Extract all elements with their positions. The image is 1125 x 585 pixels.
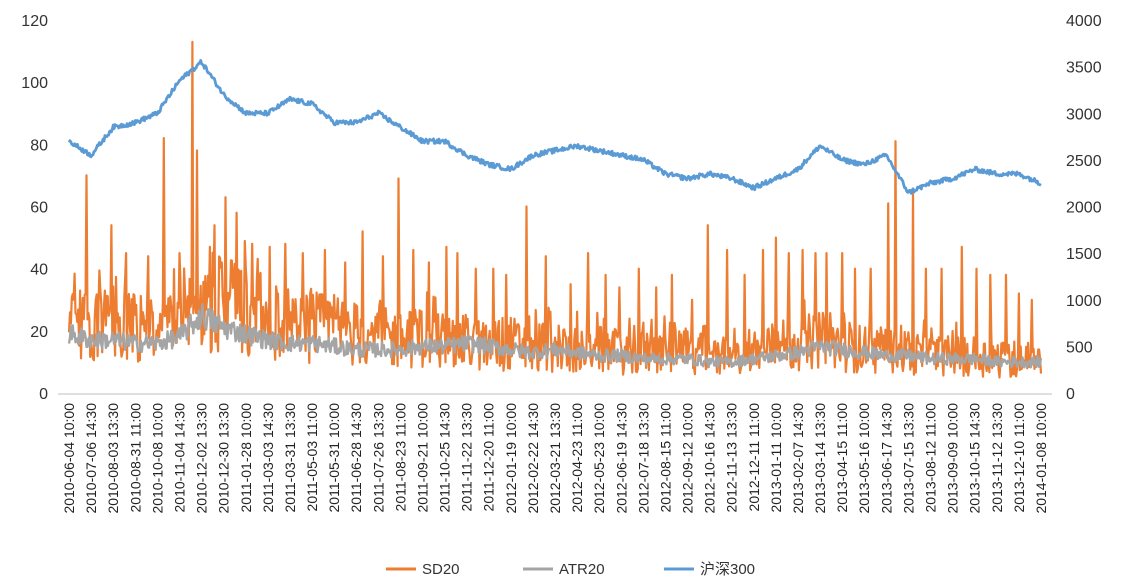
y-left-tick-label: 120 <box>21 13 48 30</box>
x-tick-label: 2013-03-14 13:30 <box>812 403 828 514</box>
y-right-tick-label: 4000 <box>1066 13 1102 30</box>
x-tick-label: 2011-10-25 14:30 <box>437 403 453 513</box>
x-tick-label: 2011-08-23 11:00 <box>392 403 408 512</box>
x-tick-label: 2013-08-12 11:00 <box>923 403 939 513</box>
x-tick-label: 2012-03-21 13:30 <box>547 403 563 514</box>
x-tick-label: 2010-07-06 14:30 <box>83 403 99 514</box>
x-tick-label: 2012-06-19 14:30 <box>613 403 629 514</box>
x-tick-label: 2011-09-21 10:00 <box>414 403 430 513</box>
x-tick-label: 2011-01-28 10:00 <box>238 403 254 513</box>
x-axis: 2010-06-04 10:00 2010-07-06 14:30 2010-08-… <box>61 403 1049 514</box>
x-tick-label: 2012-02-22 14:30 <box>525 403 541 514</box>
x-tick-label: 2011-11-22 13:30 <box>459 403 475 512</box>
x-tick-label: 2011-12-20 11:00 <box>481 403 497 512</box>
x-tick-label: 2013-01-11 10:00 <box>768 403 784 513</box>
x-tick-label: 2011-05-31 10:00 <box>326 403 342 513</box>
y-left-tick-label: 80 <box>30 137 48 154</box>
y-left-tick-label: 100 <box>21 75 48 92</box>
x-tick-label: 2012-11-13 13:30 <box>724 403 740 513</box>
right-y-axis: 0 500 1000 1500 2000 2500 3000 3500 4000 <box>1066 13 1102 403</box>
x-tick-label: 2012-01-19 10:00 <box>503 403 519 514</box>
x-tick-label: 2013-07-15 13:30 <box>900 403 916 514</box>
series-line-hs300 <box>67 59 1042 195</box>
x-tick-label: 2013-05-16 10:00 <box>856 403 872 514</box>
x-tick-label: 2012-08-15 11:00 <box>657 403 673 513</box>
series-line-atr20 <box>67 303 1043 369</box>
x-tick-label: 2011-06-28 14:30 <box>348 403 364 513</box>
x-tick-label: 2010-08-03 13:30 <box>105 403 121 514</box>
y-right-tick-label: 0 <box>1066 386 1075 403</box>
y-right-tick-label: 1000 <box>1066 293 1102 310</box>
x-tick-label: 2013-06-17 14:30 <box>878 403 894 514</box>
x-tick-label: 2012-07-18 13:30 <box>635 403 651 514</box>
legend-label: ATR20 <box>559 561 605 578</box>
x-tick-label: 2012-12-11 11:00 <box>746 403 762 512</box>
x-tick-label: 2010-12-02 13:30 <box>194 403 210 514</box>
y-right-tick-label: 2000 <box>1066 200 1102 217</box>
y-left-tick-label: 60 <box>30 200 48 217</box>
left-y-axis: 0 20 40 60 80 100 120 <box>21 13 48 403</box>
legend: SD20 ATR20 沪深300 <box>386 561 755 578</box>
x-tick-label: 2010-08-31 11:00 <box>127 403 143 513</box>
x-tick-label: 2014-01-08 10:00 <box>1033 403 1049 514</box>
x-tick-label: 2012-10-16 14:30 <box>702 403 718 514</box>
x-tick-label: 2013-04-15 11:00 <box>834 403 850 513</box>
y-left-tick-label: 40 <box>30 262 48 279</box>
series-line-sd20 <box>67 40 1043 379</box>
plot-area <box>67 40 1043 379</box>
x-tick-label: 2013-11-12 13:30 <box>989 403 1005 513</box>
x-tick-label: 2010-06-04 10:00 <box>61 403 77 514</box>
x-tick-label: 2013-12-10 11:00 <box>1011 403 1027 513</box>
x-tick-label: 2011-07-26 13:30 <box>370 403 386 513</box>
y-right-tick-label: 500 <box>1066 339 1093 356</box>
x-tick-label: 2011-05-03 11:00 <box>304 403 320 512</box>
y-left-tick-label: 20 <box>30 324 48 341</box>
y-right-tick-label: 1500 <box>1066 246 1102 263</box>
x-tick-label: 2013-02-07 14:30 <box>790 403 806 514</box>
x-tick-label: 2012-04-23 11:00 <box>569 403 585 513</box>
x-tick-label: 2010-11-04 14:30 <box>171 403 187 513</box>
x-tick-label: 2010-10-08 10:00 <box>149 403 165 514</box>
x-tick-label: 2011-03-31 13:30 <box>282 403 298 513</box>
legend-label: 沪深300 <box>700 561 755 578</box>
x-tick-label: 2012-09-12 10:00 <box>680 403 696 514</box>
y-right-tick-label: 3500 <box>1066 60 1102 77</box>
x-tick-label: 2013-09-09 10:00 <box>945 403 961 514</box>
y-left-tick-label: 0 <box>39 386 48 403</box>
x-tick-label: 2011-03-03 14:30 <box>260 403 276 513</box>
y-right-tick-label: 2500 <box>1066 153 1102 170</box>
legend-label: SD20 <box>422 561 460 578</box>
x-tick-label: 2013-10-15 14:30 <box>967 403 983 514</box>
x-tick-label: 2012-05-23 10:00 <box>591 403 607 514</box>
y-right-tick-label: 3000 <box>1066 106 1102 123</box>
x-tick-label: 2010-12-30 13:30 <box>216 403 232 514</box>
